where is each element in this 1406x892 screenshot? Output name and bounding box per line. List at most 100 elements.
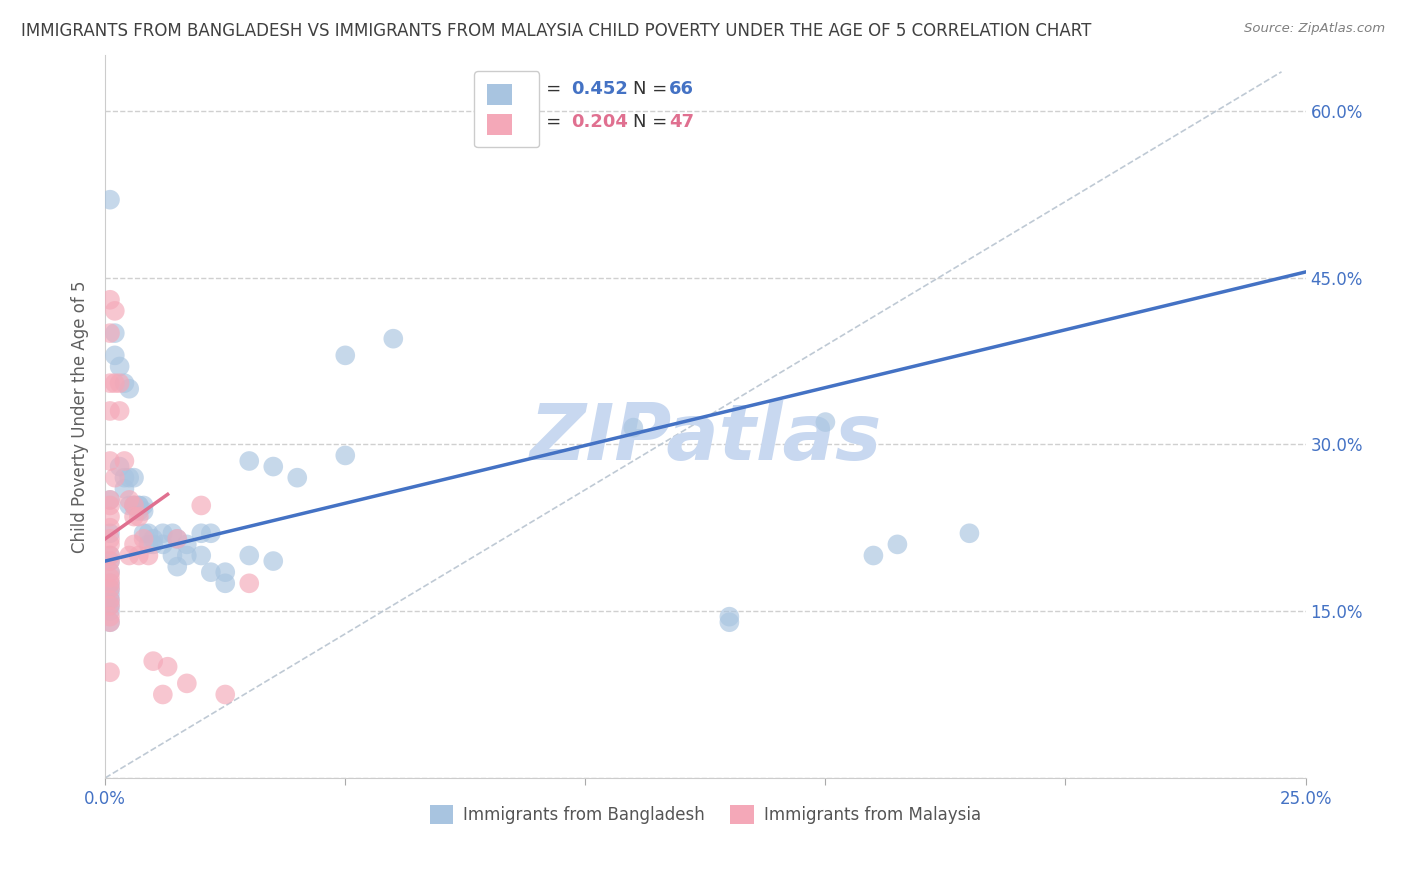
Text: IMMIGRANTS FROM BANGLADESH VS IMMIGRANTS FROM MALAYSIA CHILD POVERTY UNDER THE A: IMMIGRANTS FROM BANGLADESH VS IMMIGRANTS… bbox=[21, 22, 1091, 40]
Point bbox=[190, 499, 212, 513]
Point bbox=[214, 576, 236, 591]
Point bbox=[132, 526, 155, 541]
Point bbox=[98, 554, 121, 568]
Point bbox=[104, 326, 127, 340]
Point bbox=[176, 676, 198, 690]
Point bbox=[886, 537, 908, 551]
Point bbox=[162, 549, 184, 563]
Point bbox=[104, 471, 127, 485]
Point bbox=[176, 537, 198, 551]
Point bbox=[262, 554, 284, 568]
Point bbox=[98, 587, 121, 601]
Point bbox=[718, 615, 741, 630]
Text: R =: R = bbox=[527, 80, 567, 98]
Point bbox=[285, 471, 308, 485]
Point bbox=[104, 376, 127, 391]
Point bbox=[98, 565, 121, 579]
Point bbox=[98, 593, 121, 607]
Point bbox=[152, 688, 174, 702]
Point bbox=[190, 526, 212, 541]
Point bbox=[122, 499, 145, 513]
Point bbox=[862, 549, 884, 563]
Point bbox=[621, 420, 644, 434]
Point bbox=[156, 659, 179, 673]
Point bbox=[108, 459, 131, 474]
Point bbox=[132, 504, 155, 518]
Point bbox=[718, 609, 741, 624]
Point bbox=[122, 499, 145, 513]
Point bbox=[98, 565, 121, 579]
Point bbox=[104, 348, 127, 362]
Point bbox=[128, 504, 150, 518]
Point bbox=[98, 576, 121, 591]
Point bbox=[138, 526, 160, 541]
Point bbox=[98, 582, 121, 596]
Point bbox=[166, 559, 188, 574]
Point bbox=[335, 348, 357, 362]
Point bbox=[190, 549, 212, 563]
Point bbox=[132, 499, 155, 513]
Point bbox=[98, 326, 121, 340]
Point bbox=[138, 549, 160, 563]
Point bbox=[112, 471, 135, 485]
Y-axis label: Child Poverty Under the Age of 5: Child Poverty Under the Age of 5 bbox=[72, 280, 89, 553]
Point bbox=[108, 376, 131, 391]
Point bbox=[98, 193, 121, 207]
Point bbox=[98, 615, 121, 630]
Point bbox=[118, 382, 141, 396]
Point bbox=[128, 509, 150, 524]
Point bbox=[98, 604, 121, 618]
Point bbox=[112, 454, 135, 468]
Point bbox=[98, 532, 121, 546]
Point bbox=[98, 537, 121, 551]
Point bbox=[108, 404, 131, 418]
Point bbox=[98, 593, 121, 607]
Point bbox=[98, 665, 121, 680]
Point bbox=[98, 554, 121, 568]
Point bbox=[118, 499, 141, 513]
Point bbox=[98, 599, 121, 613]
Point bbox=[162, 526, 184, 541]
Point bbox=[382, 332, 405, 346]
Point bbox=[118, 471, 141, 485]
Point bbox=[98, 599, 121, 613]
Point bbox=[142, 537, 165, 551]
Text: R =: R = bbox=[527, 113, 567, 131]
Point bbox=[122, 509, 145, 524]
Point bbox=[335, 449, 357, 463]
Point bbox=[142, 654, 165, 668]
Point bbox=[238, 454, 260, 468]
Point bbox=[98, 454, 121, 468]
Point bbox=[128, 499, 150, 513]
Point bbox=[118, 492, 141, 507]
Point bbox=[98, 582, 121, 596]
Point bbox=[128, 499, 150, 513]
Point bbox=[262, 459, 284, 474]
Point bbox=[132, 532, 155, 546]
Point bbox=[214, 565, 236, 579]
Point bbox=[166, 532, 188, 546]
Text: Source: ZipAtlas.com: Source: ZipAtlas.com bbox=[1244, 22, 1385, 36]
Point bbox=[98, 571, 121, 585]
Point bbox=[200, 526, 222, 541]
Point bbox=[238, 576, 260, 591]
Point bbox=[142, 532, 165, 546]
Point bbox=[152, 526, 174, 541]
Point bbox=[128, 549, 150, 563]
Point bbox=[138, 537, 160, 551]
Point bbox=[98, 492, 121, 507]
Point bbox=[98, 404, 121, 418]
Point bbox=[152, 537, 174, 551]
Point bbox=[122, 471, 145, 485]
Text: 66: 66 bbox=[669, 80, 695, 98]
Point bbox=[98, 609, 121, 624]
Point bbox=[98, 376, 121, 391]
Point bbox=[814, 415, 837, 429]
Point bbox=[176, 549, 198, 563]
Point bbox=[98, 576, 121, 591]
Point bbox=[104, 304, 127, 318]
Point bbox=[98, 615, 121, 630]
Text: N =: N = bbox=[633, 113, 673, 131]
Legend: Immigrants from Bangladesh, Immigrants from Malaysia: Immigrants from Bangladesh, Immigrants f… bbox=[423, 798, 987, 831]
Text: N =: N = bbox=[633, 80, 673, 98]
